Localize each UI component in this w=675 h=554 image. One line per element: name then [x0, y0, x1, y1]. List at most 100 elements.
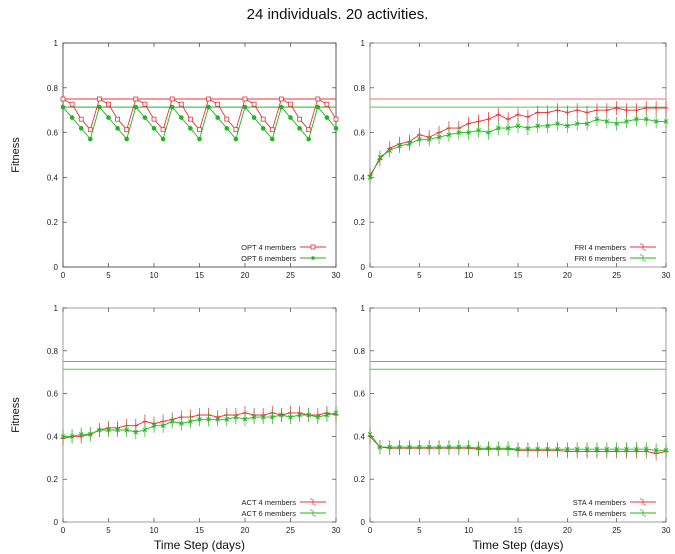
data-point	[151, 423, 157, 429]
data-point	[653, 447, 659, 453]
data-point	[565, 123, 570, 129]
y-tick-label: 0.2	[47, 475, 59, 484]
data-point	[97, 427, 102, 433]
x-tick-label: 30	[662, 271, 671, 280]
data-point	[106, 115, 111, 120]
data-point	[377, 444, 383, 450]
y-tick-label: 0.4	[354, 432, 366, 441]
data-point	[270, 136, 275, 142]
figure-title: 24 individuals. 20 activities.	[246, 6, 429, 23]
y-tick-label: 0.6	[47, 390, 59, 399]
data-point	[466, 121, 472, 127]
legend-marker	[310, 244, 316, 250]
x-tick-label: 10	[464, 526, 473, 535]
legend-marker	[640, 498, 646, 506]
data-point	[188, 419, 193, 424]
x-tick-label: 0	[61, 271, 66, 280]
x-tick-label: 0	[368, 271, 373, 280]
data-point	[233, 136, 239, 142]
data-point	[574, 107, 580, 113]
data-point	[545, 123, 550, 129]
data-point	[505, 125, 511, 131]
data-point	[614, 121, 619, 126]
data-point	[653, 105, 659, 111]
plot-frame	[369, 42, 667, 268]
data-point	[197, 416, 202, 422]
data-point	[97, 96, 102, 102]
data-point	[151, 116, 157, 122]
data-point	[486, 130, 491, 135]
data-point	[160, 423, 166, 429]
data-point	[269, 127, 275, 133]
data-point	[426, 444, 432, 450]
data-point	[624, 446, 629, 452]
data-point	[115, 126, 120, 131]
data-point	[278, 96, 284, 102]
data-point	[124, 127, 130, 133]
x-tick-label: 25	[286, 526, 295, 535]
legend-marker	[310, 498, 316, 506]
data-point	[367, 175, 373, 180]
x-tick-label: 15	[514, 271, 523, 280]
data-point	[224, 416, 230, 422]
data-point	[206, 104, 211, 110]
data-point	[69, 434, 75, 439]
data-point	[594, 116, 600, 122]
data-point	[142, 115, 148, 120]
data-point	[634, 116, 639, 122]
data-point	[525, 114, 531, 120]
y-tick-label: 0.4	[47, 173, 59, 182]
x-tick-label: 20	[563, 271, 572, 280]
data-point	[555, 121, 560, 126]
data-point	[142, 101, 148, 107]
data-point	[224, 116, 230, 122]
y-tick-label: 0.2	[47, 218, 59, 227]
data-point	[545, 446, 550, 452]
data-point	[525, 125, 531, 131]
data-point	[279, 104, 284, 110]
data-point	[604, 107, 610, 113]
data-point	[179, 115, 184, 120]
data-point	[178, 421, 184, 426]
data-point	[476, 445, 481, 451]
legend-marker	[311, 256, 315, 260]
data-point	[306, 412, 312, 418]
data-point	[306, 127, 312, 133]
y-tick-label: 0.8	[354, 347, 366, 356]
y-tick-label: 0.8	[47, 84, 59, 93]
x-tick-label: 5	[106, 526, 111, 535]
y-tick-label: 0.6	[47, 129, 59, 138]
x-tick-label: 20	[241, 526, 250, 535]
data-point	[224, 126, 230, 131]
data-point	[251, 414, 257, 420]
data-point	[279, 412, 284, 418]
x-tick-label: 5	[417, 271, 422, 280]
data-point	[525, 446, 531, 452]
data-point	[197, 127, 202, 133]
legend-marker	[310, 509, 316, 517]
x-tick-label: 30	[662, 526, 671, 535]
data-point	[436, 134, 442, 140]
data-point	[197, 136, 202, 142]
data-point	[160, 127, 166, 133]
data-point	[315, 104, 321, 110]
data-point	[288, 101, 293, 107]
x-tick-label: 10	[150, 526, 159, 535]
data-point	[333, 126, 339, 131]
data-point	[260, 126, 266, 131]
y-axis-label: Fitness	[10, 397, 22, 433]
data-point	[206, 416, 211, 422]
data-point	[333, 410, 339, 416]
data-point	[169, 419, 175, 424]
data-point	[142, 427, 148, 433]
x-tick-label: 30	[332, 526, 341, 535]
data-point	[215, 416, 221, 422]
data-point	[88, 136, 93, 142]
data-point	[555, 446, 560, 452]
data-point	[69, 101, 75, 107]
x-tick-label: 25	[612, 271, 621, 280]
